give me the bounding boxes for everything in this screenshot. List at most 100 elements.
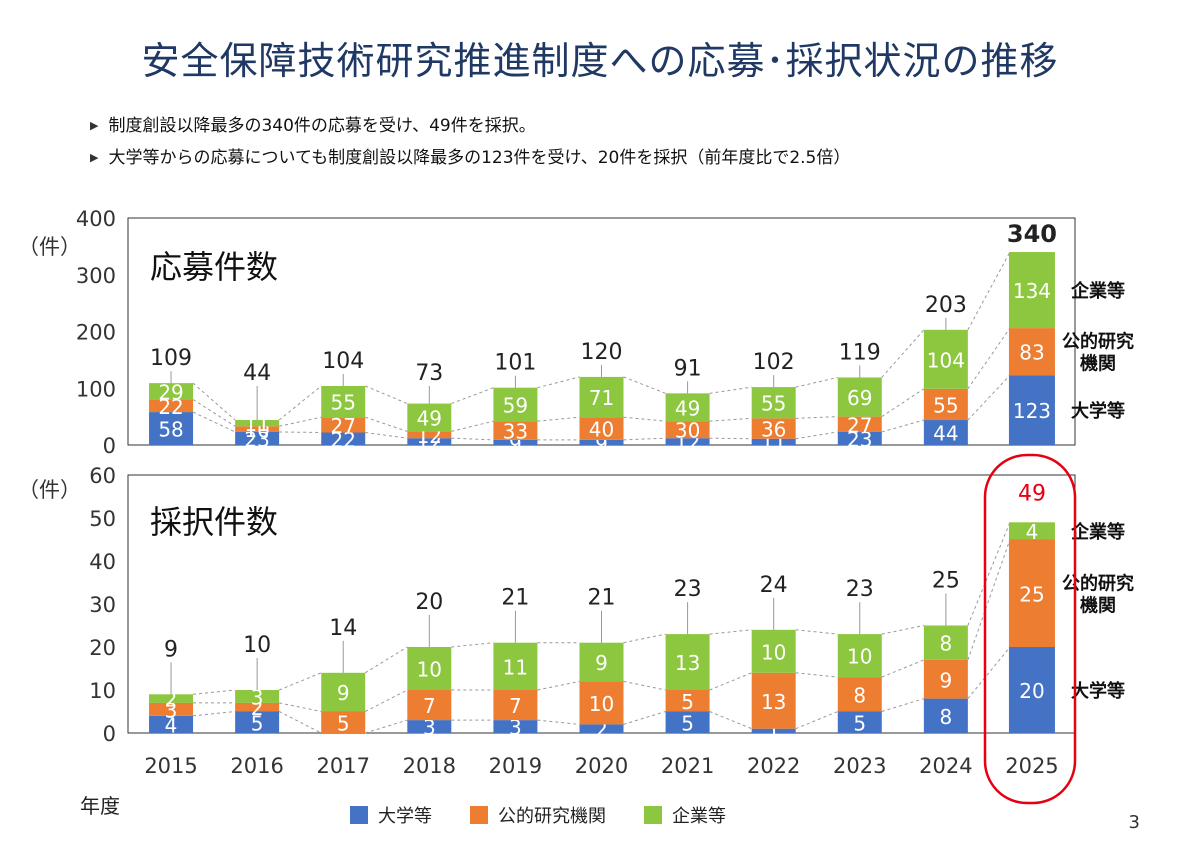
total-value-label: 21 [588,586,616,611]
series-connector [709,437,752,440]
series-connector [623,437,666,441]
segment-value-label: 69 [847,386,872,410]
bar-segment [751,728,796,733]
series-side-label: 公的研究 [1062,572,1134,594]
segment-value-label: 13 [761,690,786,714]
segment-value-label: 8 [939,705,952,729]
series-side-label: 機関 [1080,353,1116,375]
y-tick-label: 0 [103,434,116,458]
series-connector [537,719,580,725]
highlight-oval [983,453,1077,805]
series-connector [881,419,924,433]
segment-value-label: 4 [165,713,178,737]
series-connector [279,416,322,427]
y-tick-label: 40 [89,550,116,574]
total-value-label: 21 [501,586,529,611]
series-connector [365,432,408,439]
bullet-triangle-icon: ▶ [90,119,99,132]
bar-segment [579,439,624,445]
segment-value-label: 27 [847,413,872,437]
series-connector [365,385,408,405]
segment-value-label: 134 [1013,279,1051,303]
segment-value-label: 40 [589,418,614,442]
y-tick-label: 60 [89,464,116,488]
series-connector [795,431,838,440]
bar-segment [493,690,538,721]
series-connector [795,672,838,678]
bar-segment [321,417,366,433]
series-connector [537,680,580,691]
legend-swatch-university [350,806,368,824]
total-value-label: 109 [150,346,192,371]
series-connector [709,672,752,691]
series-connector [709,629,752,635]
total-value-label: 24 [760,573,788,598]
x-tick-label: 2019 [489,754,542,778]
page-number: 3 [1128,812,1140,833]
segment-value-label: 55 [331,391,356,415]
series-connector [365,416,408,432]
bar-segment [665,393,710,422]
total-value-label: 119 [839,340,881,365]
legend-swatch-public [470,806,488,824]
legend-label: 大学等 [378,806,432,827]
bar-segment [665,421,710,439]
segment-value-label: 3 [509,716,522,740]
total-value-label: 23 [846,577,874,602]
segment-value-label: 9 [939,668,952,692]
x-tick-label: 2022 [747,754,800,778]
bar-segment [665,711,710,733]
bar-segment [837,377,882,417]
bar-segment [837,677,882,712]
segment-value-label: 30 [675,419,700,443]
bar-segment [235,690,280,703]
legend-item-company: 企業等 [644,802,726,828]
bar-segment [321,672,366,712]
x-tick-label: 2016 [230,754,283,778]
bar-segment [579,376,624,418]
segment-value-label: 10 [417,658,442,682]
total-value-label: 102 [753,350,795,375]
segment-value-label: 104 [927,348,965,372]
segment-value-label: 4 [1026,520,1039,544]
bullet-item: ▶ 制度創設以降最多の340件の応募を受け、49件を採択。 [90,110,850,142]
bar-segment [321,432,366,445]
segment-value-label: 7 [423,694,436,718]
bar-segment [923,420,968,445]
bar-segment [149,383,194,400]
legend: 大学等 公的研究機関 企業等 [350,802,764,828]
bullet-item: ▶ 大学等からの応募についても制度創設以降最多の123件を受け、20件を採択（前… [90,142,850,174]
series-connector [881,388,925,418]
page-title: 安全保障技術研究推進制度への応募･採択状況の推移 [141,39,1059,83]
total-value-label: 73 [415,361,443,386]
series-connector [623,680,666,691]
series-connector [967,539,1011,661]
segment-value-label: 7 [509,694,522,718]
bar-segment [407,720,452,733]
series-connector [967,646,1011,699]
series-connector [451,387,494,405]
series-connector [795,376,838,388]
bar-segment [923,625,968,660]
series-connector [709,417,752,422]
x-tick-label: 2023 [833,754,886,778]
bar-segment [493,421,538,440]
total-value-label: 10 [243,633,271,658]
segment-value-label: 3 [251,685,264,709]
series-side-label: 大学等 [1071,400,1125,422]
bullet-list: ▶ 制度創設以降最多の340件の応募を受け、49件を採択。 ▶ 大学等からの応募… [90,110,850,174]
bar-segment [493,387,538,422]
series-connector [967,251,1011,331]
segment-value-label: 9 [595,651,608,675]
series-connector [192,689,236,695]
segment-value-label: 27 [331,414,356,438]
series-side-label: 機関 [1080,594,1116,616]
bullet-triangle-icon: ▶ [90,151,99,164]
x-tick-label: 2017 [317,754,370,778]
bar-segment [579,417,624,440]
y-axis-label: （件） [18,235,81,259]
bar-segment [407,403,452,432]
series-connector [537,416,580,422]
bar-segment [1008,328,1055,376]
bar-segment [837,431,882,445]
